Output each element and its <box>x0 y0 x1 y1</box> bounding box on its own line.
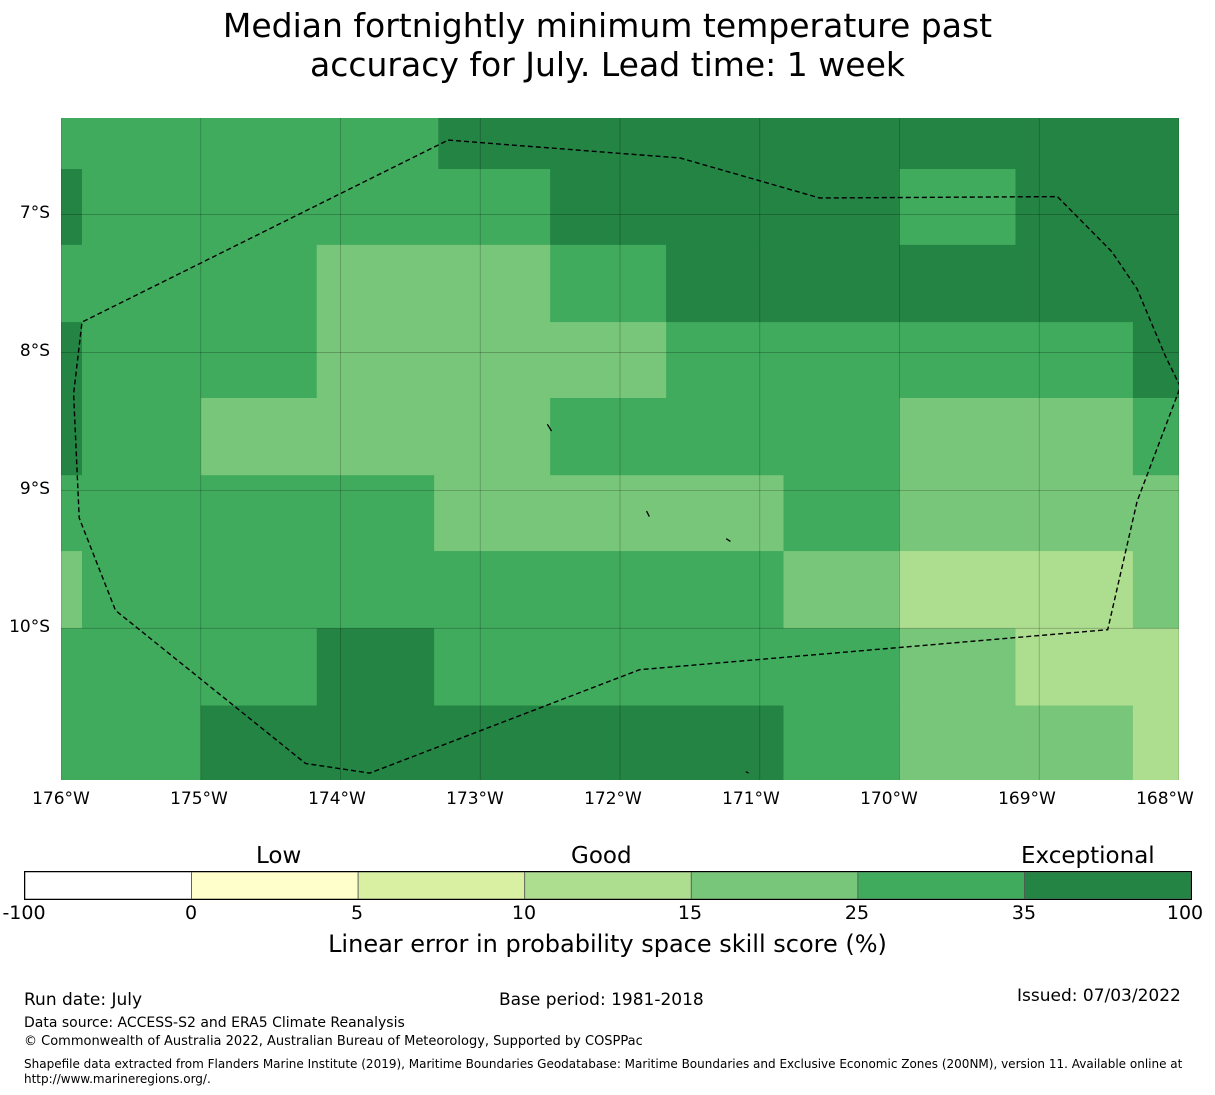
skill-cell <box>899 705 1134 780</box>
colorbar-heading-good: Good <box>571 843 632 869</box>
lon-label-174w: 174°W <box>308 789 366 809</box>
skill-cell <box>316 628 435 707</box>
lon-label-170w: 170°W <box>860 789 918 809</box>
data-source: Data source: ACCESS-S2 and ERA5 Climate … <box>24 1015 405 1031</box>
colorbar-heading-exceptional: Exceptional <box>1021 843 1155 869</box>
title-line-1: Median fortnightly minimum temperature p… <box>222 6 993 45</box>
colorbar-label: Linear error in probability space skill … <box>328 930 887 958</box>
skill-cell <box>61 244 318 323</box>
skill-cell <box>1015 169 1179 246</box>
skill-cell <box>899 628 1016 707</box>
lat-label-9s: 9°S <box>19 479 50 499</box>
skill-cell <box>434 628 900 707</box>
skill-cell <box>316 322 667 399</box>
skill-cell <box>550 244 667 323</box>
colorbar-segment <box>524 871 692 900</box>
skill-cell <box>434 475 785 552</box>
skill-cell <box>61 551 83 629</box>
lat-label-7s: 7°S <box>19 203 50 223</box>
skill-cell <box>899 475 1179 552</box>
skill-cell <box>81 169 551 246</box>
lon-label-169w: 169°W <box>998 789 1056 809</box>
skill-cell <box>899 551 1134 629</box>
skill-cell <box>61 118 439 170</box>
skill-cell <box>61 322 83 399</box>
map-title: Median fortnightly minimum temperature p… <box>0 6 1215 84</box>
skill-cell <box>200 705 785 780</box>
island <box>745 771 749 774</box>
lon-label-172w: 172°W <box>584 789 642 809</box>
title-line-2: accuracy for July. Lead time: 1 week <box>310 45 905 84</box>
colorbar-segment <box>191 871 359 900</box>
skill-cell <box>1132 551 1179 629</box>
colorbar-segment <box>357 871 526 900</box>
skill-cell <box>438 118 1179 170</box>
skill-cell <box>61 628 318 707</box>
colorbar-outline <box>24 871 1192 900</box>
skill-cell <box>899 169 1016 246</box>
skill-cell <box>61 169 83 246</box>
lon-label-176w: 176°W <box>32 789 90 809</box>
colorbar <box>24 871 1192 900</box>
skill-cell <box>783 475 900 552</box>
skill-cell <box>666 244 1179 323</box>
colorbar-segment <box>690 871 859 900</box>
lon-label-168w: 168°W <box>1136 789 1194 809</box>
lon-label-171w: 171°W <box>722 789 780 809</box>
skill-cell <box>899 397 1134 476</box>
issued-date: Issued: 07/03/2022 <box>1017 986 1181 1006</box>
colorbar-tick-100: 100 <box>1166 902 1204 924</box>
colorbar-heading-low: Low <box>256 843 302 869</box>
colorbar-tick-0: 0 <box>184 902 198 924</box>
copyright: © Commonwealth of Australia 2022, Austra… <box>24 1034 643 1049</box>
colorbar-tick-10: 10 <box>511 902 537 924</box>
colorbar-tick-25: 25 <box>844 902 870 924</box>
skill-cell <box>61 705 202 780</box>
island <box>725 538 731 542</box>
skill-cell <box>1015 628 1179 707</box>
lon-label-173w: 173°W <box>446 789 504 809</box>
skill-cell <box>550 397 900 476</box>
colorbar-segment <box>1024 871 1192 900</box>
skill-map <box>61 118 1179 780</box>
skill-cell <box>81 551 785 629</box>
lon-label-175w: 175°W <box>170 789 228 809</box>
colorbar-tick-15: 15 <box>677 902 703 924</box>
lat-label-10s: 10°S <box>9 617 50 637</box>
skill-cell <box>783 705 900 780</box>
skill-cell <box>666 322 1134 399</box>
lat-label-8s: 8°S <box>19 341 50 361</box>
skill-cell <box>316 244 551 323</box>
shapefile-credit-line-1: Shapefile data extracted from Flanders M… <box>24 1057 1183 1071</box>
shapefile-credit-line-2: http://www.marineregions.org/. <box>24 1072 211 1086</box>
skill-cell <box>200 397 551 476</box>
skill-cell <box>81 397 202 476</box>
colorbar-segment <box>857 871 1025 900</box>
skill-cell <box>61 397 83 476</box>
skill-cell <box>550 169 900 246</box>
skill-cell <box>1132 705 1179 780</box>
colorbar-segment <box>24 871 192 900</box>
eez-boundary <box>72 139 1179 774</box>
run-date: Run date: July <box>24 990 143 1010</box>
island <box>546 423 553 432</box>
colorbar-tick-neg100: -100 <box>2 902 46 924</box>
skill-cell <box>1132 397 1179 476</box>
skill-cell <box>783 551 900 629</box>
island <box>645 510 650 517</box>
base-period: Base period: 1981-2018 <box>499 990 704 1010</box>
colorbar-tick-5: 5 <box>350 902 364 924</box>
skill-cell <box>81 322 318 399</box>
colorbar-tick-35: 35 <box>1011 902 1037 924</box>
skill-cell <box>61 475 435 552</box>
